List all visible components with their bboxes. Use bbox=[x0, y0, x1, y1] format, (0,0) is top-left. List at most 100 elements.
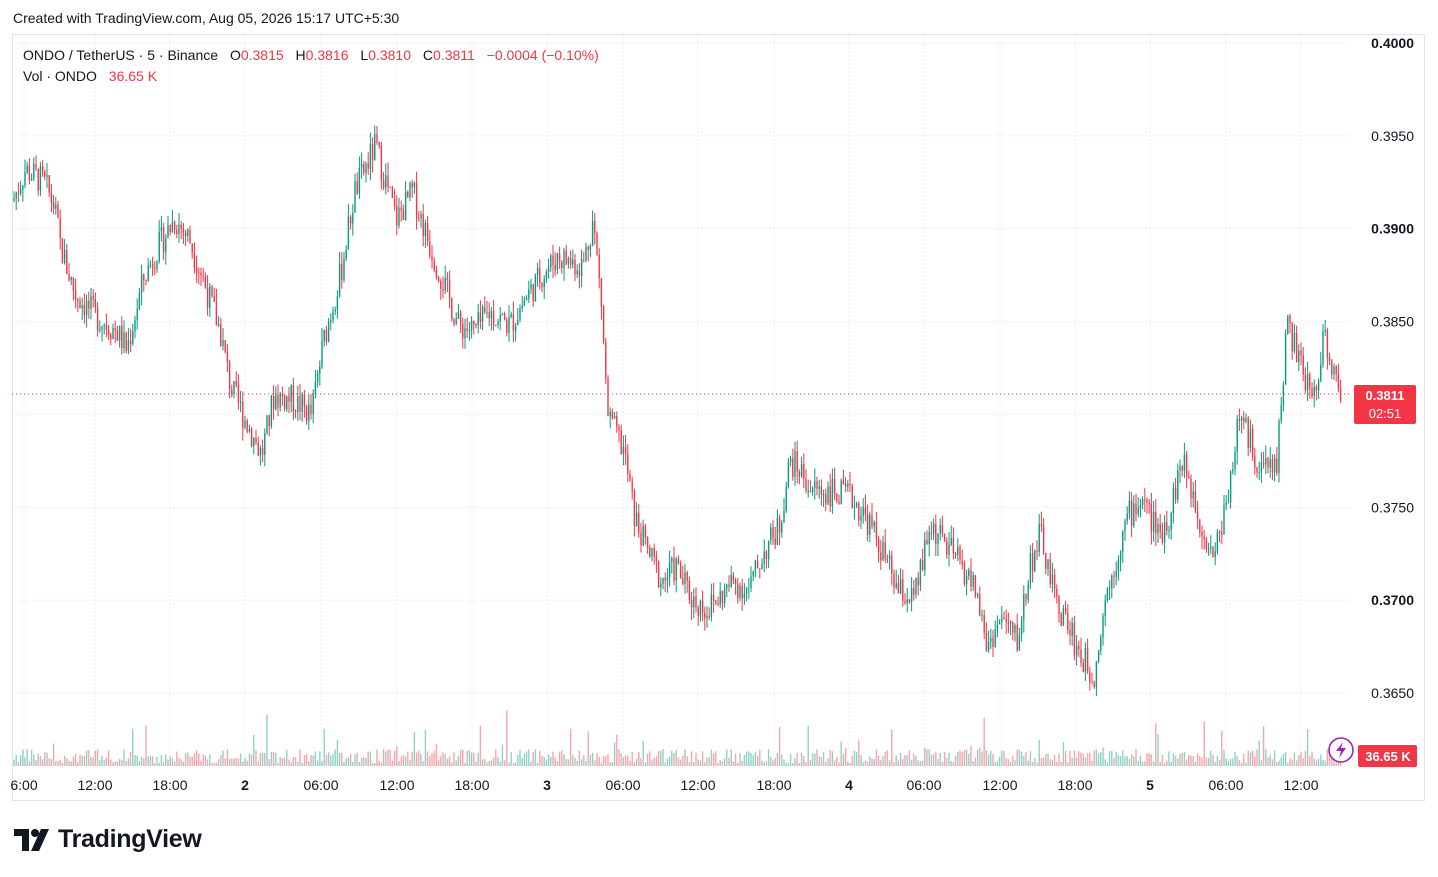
volume-bar bbox=[387, 749, 389, 766]
volume-bar bbox=[1216, 755, 1219, 766]
candle-body bbox=[1144, 499, 1146, 501]
volume-bar bbox=[1150, 754, 1153, 766]
candle-body bbox=[1067, 612, 1069, 630]
candle-body bbox=[838, 501, 840, 505]
candle-body bbox=[145, 279, 147, 282]
candle-body bbox=[202, 275, 204, 278]
price-tick-label: 0.3850 bbox=[1371, 314, 1414, 330]
candle-body bbox=[444, 278, 446, 291]
volume-bar bbox=[741, 760, 743, 766]
candle-body bbox=[389, 186, 391, 188]
volume-bar bbox=[448, 756, 451, 766]
volume-bar bbox=[1119, 756, 1122, 766]
volume-bar bbox=[996, 760, 999, 766]
candle-body bbox=[761, 563, 763, 569]
candle-body bbox=[453, 319, 455, 324]
volume-bar bbox=[470, 752, 473, 766]
volume-bar bbox=[732, 761, 735, 766]
volume-bar bbox=[160, 755, 163, 766]
candle-body bbox=[464, 328, 466, 339]
candle-body bbox=[77, 299, 79, 301]
volume-bar bbox=[541, 755, 543, 766]
volume-bar bbox=[888, 760, 891, 766]
volume-bar bbox=[789, 753, 792, 766]
volume-bar bbox=[255, 750, 257, 766]
candle-body bbox=[937, 533, 939, 544]
volume-bar bbox=[737, 762, 739, 766]
volume-bar bbox=[904, 754, 906, 766]
volume-bar bbox=[52, 743, 55, 766]
lightning-icon[interactable] bbox=[1328, 737, 1354, 763]
volume-bar bbox=[499, 761, 501, 766]
candle-body bbox=[633, 490, 636, 527]
candle-body bbox=[695, 596, 697, 608]
volume-bar bbox=[633, 762, 636, 766]
volume-bar bbox=[81, 755, 83, 766]
volume-bar bbox=[1001, 750, 1003, 766]
volume-bar bbox=[781, 754, 783, 766]
candle-body bbox=[690, 599, 693, 608]
volume-bar bbox=[411, 751, 413, 766]
volume-bar bbox=[1188, 755, 1190, 766]
volume-bar bbox=[125, 761, 127, 766]
candle-body bbox=[378, 142, 380, 147]
candle-body bbox=[935, 523, 937, 544]
volume-bar bbox=[853, 750, 856, 766]
volume-bar bbox=[976, 749, 979, 766]
volume-bar bbox=[1095, 749, 1098, 766]
volume-bar bbox=[807, 725, 809, 766]
volume-bar bbox=[884, 751, 886, 766]
tradingview-logo[interactable]: TradingView bbox=[14, 825, 202, 854]
volume-bar bbox=[895, 755, 897, 766]
volume-bar bbox=[418, 750, 420, 766]
volume-bar bbox=[587, 731, 589, 766]
volume-bar bbox=[756, 755, 759, 766]
volume-label[interactable]: Vol · ONDO bbox=[23, 68, 97, 84]
candle-body bbox=[1020, 619, 1023, 635]
candle-body bbox=[72, 277, 75, 291]
volume-bar bbox=[246, 760, 248, 766]
volume-bar bbox=[41, 759, 44, 766]
volume-bar bbox=[932, 754, 935, 766]
candle-body bbox=[849, 483, 851, 486]
candle-body bbox=[1289, 315, 1291, 324]
candle-body bbox=[239, 401, 242, 403]
volume-bar bbox=[1238, 760, 1241, 766]
volume-bar bbox=[209, 754, 211, 766]
open-value: 0.3815 bbox=[240, 47, 284, 63]
symbol-label[interactable]: ONDO / TetherUS · 5 · Binance bbox=[23, 47, 219, 63]
volume-bar bbox=[1185, 759, 1188, 766]
candle-body bbox=[319, 366, 321, 374]
volume-bar bbox=[748, 751, 750, 766]
candle-body bbox=[825, 494, 827, 504]
candle-body bbox=[767, 540, 770, 559]
volume-bar bbox=[666, 758, 669, 766]
candle-body bbox=[895, 582, 897, 588]
volume-bar bbox=[609, 762, 611, 766]
candle-body bbox=[1251, 428, 1254, 457]
candle-body bbox=[811, 488, 814, 492]
candle-body bbox=[512, 314, 515, 332]
volume-bar bbox=[785, 762, 787, 766]
volume-bar bbox=[1155, 723, 1157, 766]
candle-body bbox=[198, 272, 200, 274]
candle-body bbox=[336, 296, 339, 310]
candle-body bbox=[1269, 459, 1271, 468]
candle-body bbox=[886, 558, 889, 560]
candle-body bbox=[345, 249, 347, 259]
volume-bar bbox=[915, 755, 917, 766]
volume-bar bbox=[237, 758, 240, 766]
candle-body bbox=[624, 446, 627, 454]
volume-bar bbox=[35, 759, 37, 766]
candle-body bbox=[169, 225, 171, 233]
candle-body bbox=[55, 204, 57, 209]
volume-bar bbox=[611, 762, 614, 766]
volume-bar bbox=[396, 746, 398, 766]
candle-body bbox=[92, 296, 94, 300]
volume-bar bbox=[602, 756, 605, 766]
candle-body bbox=[1183, 454, 1186, 471]
volume-bar bbox=[1005, 758, 1007, 766]
volume-bar bbox=[979, 747, 981, 766]
candle-body bbox=[1128, 500, 1131, 514]
